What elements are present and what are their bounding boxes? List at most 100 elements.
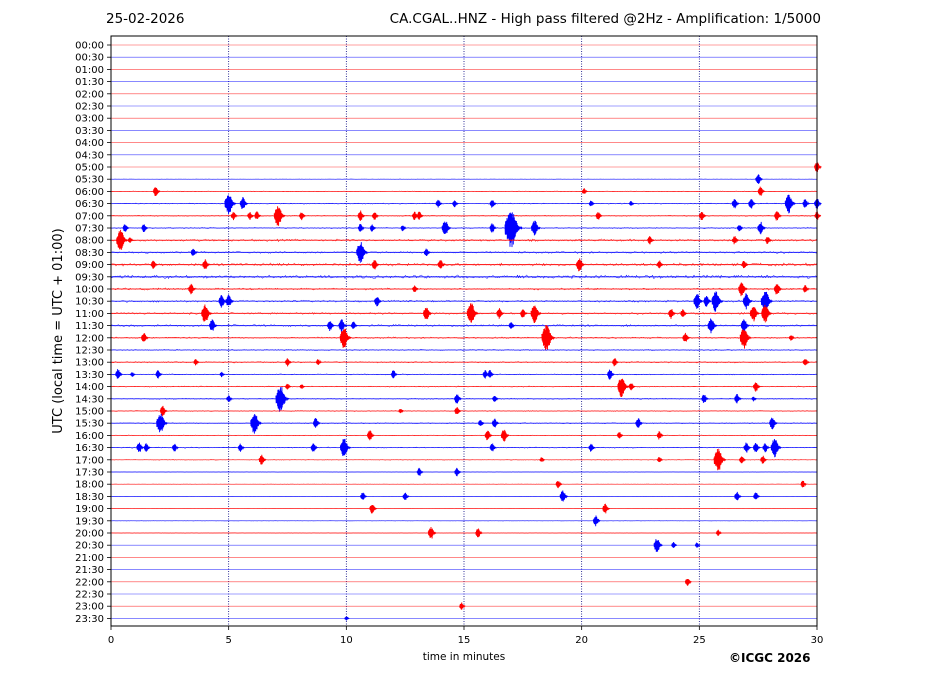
trace-noise	[110, 446, 818, 449]
event-burst-41-23.9	[671, 542, 678, 548]
event-burst-14-5.9	[247, 212, 255, 220]
event-burst-28-8.1	[299, 384, 306, 389]
event-burst-18-14	[437, 260, 446, 269]
event-burst-16-22.9	[647, 236, 655, 245]
event-burst-27-21.2	[607, 369, 615, 380]
y-tick-label: 21:00	[75, 553, 104, 564]
event-burst-31-8.7	[312, 418, 321, 428]
event-burst-22-23.8	[668, 309, 676, 319]
event-burst-31-28.1	[769, 417, 778, 430]
event-burst-31-16.3	[491, 418, 500, 428]
event-burst-13-22.1	[628, 201, 635, 206]
event-burst-17-3.5	[190, 248, 198, 256]
event-burst-33-27	[743, 442, 752, 453]
y-tick-label: 10:00	[75, 285, 104, 296]
event-burst-15-11.1	[369, 224, 377, 232]
x-tick-label: 0	[108, 635, 114, 646]
grid-lines	[228, 36, 700, 626]
x-axis-ticks: 0 5 10 15 20 25 30	[108, 626, 823, 646]
event-burst-20-29.5	[802, 285, 810, 293]
event-burst-14-13.1	[416, 211, 424, 220]
y-tick-label: 16:00	[75, 431, 104, 442]
y-tick-label: 00:30	[75, 53, 104, 64]
y-tick-label: 13:00	[75, 358, 104, 369]
copyright-label: ©ICGC 2026	[729, 651, 811, 665]
chart-title: CA.CGAL..HNZ - High pass filtered @2Hz -…	[389, 11, 821, 27]
event-burst-44-24.5	[684, 578, 692, 586]
event-burst-16-0.4	[116, 229, 128, 250]
y-tick-label: 17:00	[75, 455, 104, 466]
event-burst-28-21.7	[617, 378, 630, 397]
event-burst-14-10.6	[357, 210, 366, 222]
event-burst-37-26.6	[734, 491, 742, 501]
event-burst-41-23.2	[653, 539, 663, 553]
y-tick-label: 13:30	[75, 370, 104, 381]
event-burst-35-13.1	[416, 467, 424, 476]
event-burst-12-1.9	[152, 187, 161, 196]
y-tick-label: 09:00	[75, 260, 104, 271]
y-tick-label: 12:30	[75, 346, 104, 357]
event-burst-15-1.4	[141, 224, 149, 233]
trace-noise	[110, 336, 818, 340]
event-burst-26-21.4	[611, 358, 619, 367]
event-burst-17-13.4	[423, 248, 431, 256]
event-burst-31-22.4	[635, 418, 643, 428]
trace-noise	[110, 250, 818, 254]
event-burst-37-10.7	[360, 492, 367, 500]
event-burst-36-19	[555, 481, 563, 489]
y-tick-label: 19:30	[75, 516, 104, 527]
event-burst-14-28.3	[774, 211, 782, 221]
event-burst-33-28.2	[770, 439, 782, 458]
event-burst-31-6.1	[250, 414, 263, 434]
trace-noise	[110, 373, 818, 376]
y-tick-label: 08:30	[75, 248, 104, 259]
event-burst-34-25.8	[713, 448, 727, 471]
y-tick-label: 18:30	[75, 492, 104, 503]
event-burst-28-7.5	[285, 383, 292, 390]
event-burst-11-27.5	[755, 174, 763, 184]
event-burst-23-17	[508, 322, 515, 329]
event-burst-13-5	[224, 195, 237, 214]
y-tick-label: 07:30	[75, 224, 104, 235]
event-burst-36-29.4	[800, 480, 807, 488]
event-burst-13-28.8	[784, 194, 796, 214]
event-burst-32-23.3	[656, 431, 664, 440]
event-burst-15-14.2	[441, 221, 452, 234]
event-burst-16-27.9	[764, 237, 772, 244]
y-tick-label: 14:00	[75, 382, 104, 393]
event-burst-34-23.3	[656, 457, 663, 463]
event-burst-27-0.9	[129, 372, 136, 377]
event-burst-24-28.9	[788, 335, 795, 341]
event-burst-33-9.9	[339, 438, 351, 456]
y-tick-label: 08:00	[75, 236, 104, 247]
event-burst-13-20.4	[588, 200, 595, 207]
event-burst-33-16.2	[489, 443, 497, 452]
event-burst-20-12.9	[412, 285, 419, 292]
y-tick-label: 14:30	[75, 394, 104, 405]
event-burst-18-19.9	[575, 258, 585, 272]
x-tick-label: 15	[458, 635, 471, 646]
event-burst-20-26.8	[738, 282, 748, 297]
event-burst-33-1.5	[143, 443, 151, 452]
x-tick-label: 5	[225, 635, 231, 646]
y-tick-label: 10:30	[75, 297, 104, 308]
event-burst-37-27.4	[753, 492, 761, 500]
event-burst-30-14.7	[454, 407, 462, 415]
event-burst-31-2.1	[156, 413, 168, 433]
event-burst-33-2.7	[171, 443, 179, 452]
event-burst-13-14.6	[452, 200, 459, 208]
event-burst-21-27	[742, 293, 753, 310]
y-tick-label: 18:00	[75, 480, 104, 491]
y-tick-label: 23:00	[75, 602, 104, 613]
event-burst-16-26.5	[732, 236, 739, 245]
event-burst-26-29.5	[802, 359, 810, 366]
y-tick-label: 15:30	[75, 419, 104, 430]
event-burst-13-13.9	[435, 199, 443, 208]
event-burst-24-18.5	[541, 325, 556, 351]
event-burst-29-27.3	[751, 396, 757, 402]
event-burst-32-16.7	[500, 429, 510, 442]
event-burst-38-21	[602, 503, 610, 514]
y-tick-label: 23:30	[75, 614, 104, 625]
event-burst-18-11.2	[371, 260, 380, 270]
